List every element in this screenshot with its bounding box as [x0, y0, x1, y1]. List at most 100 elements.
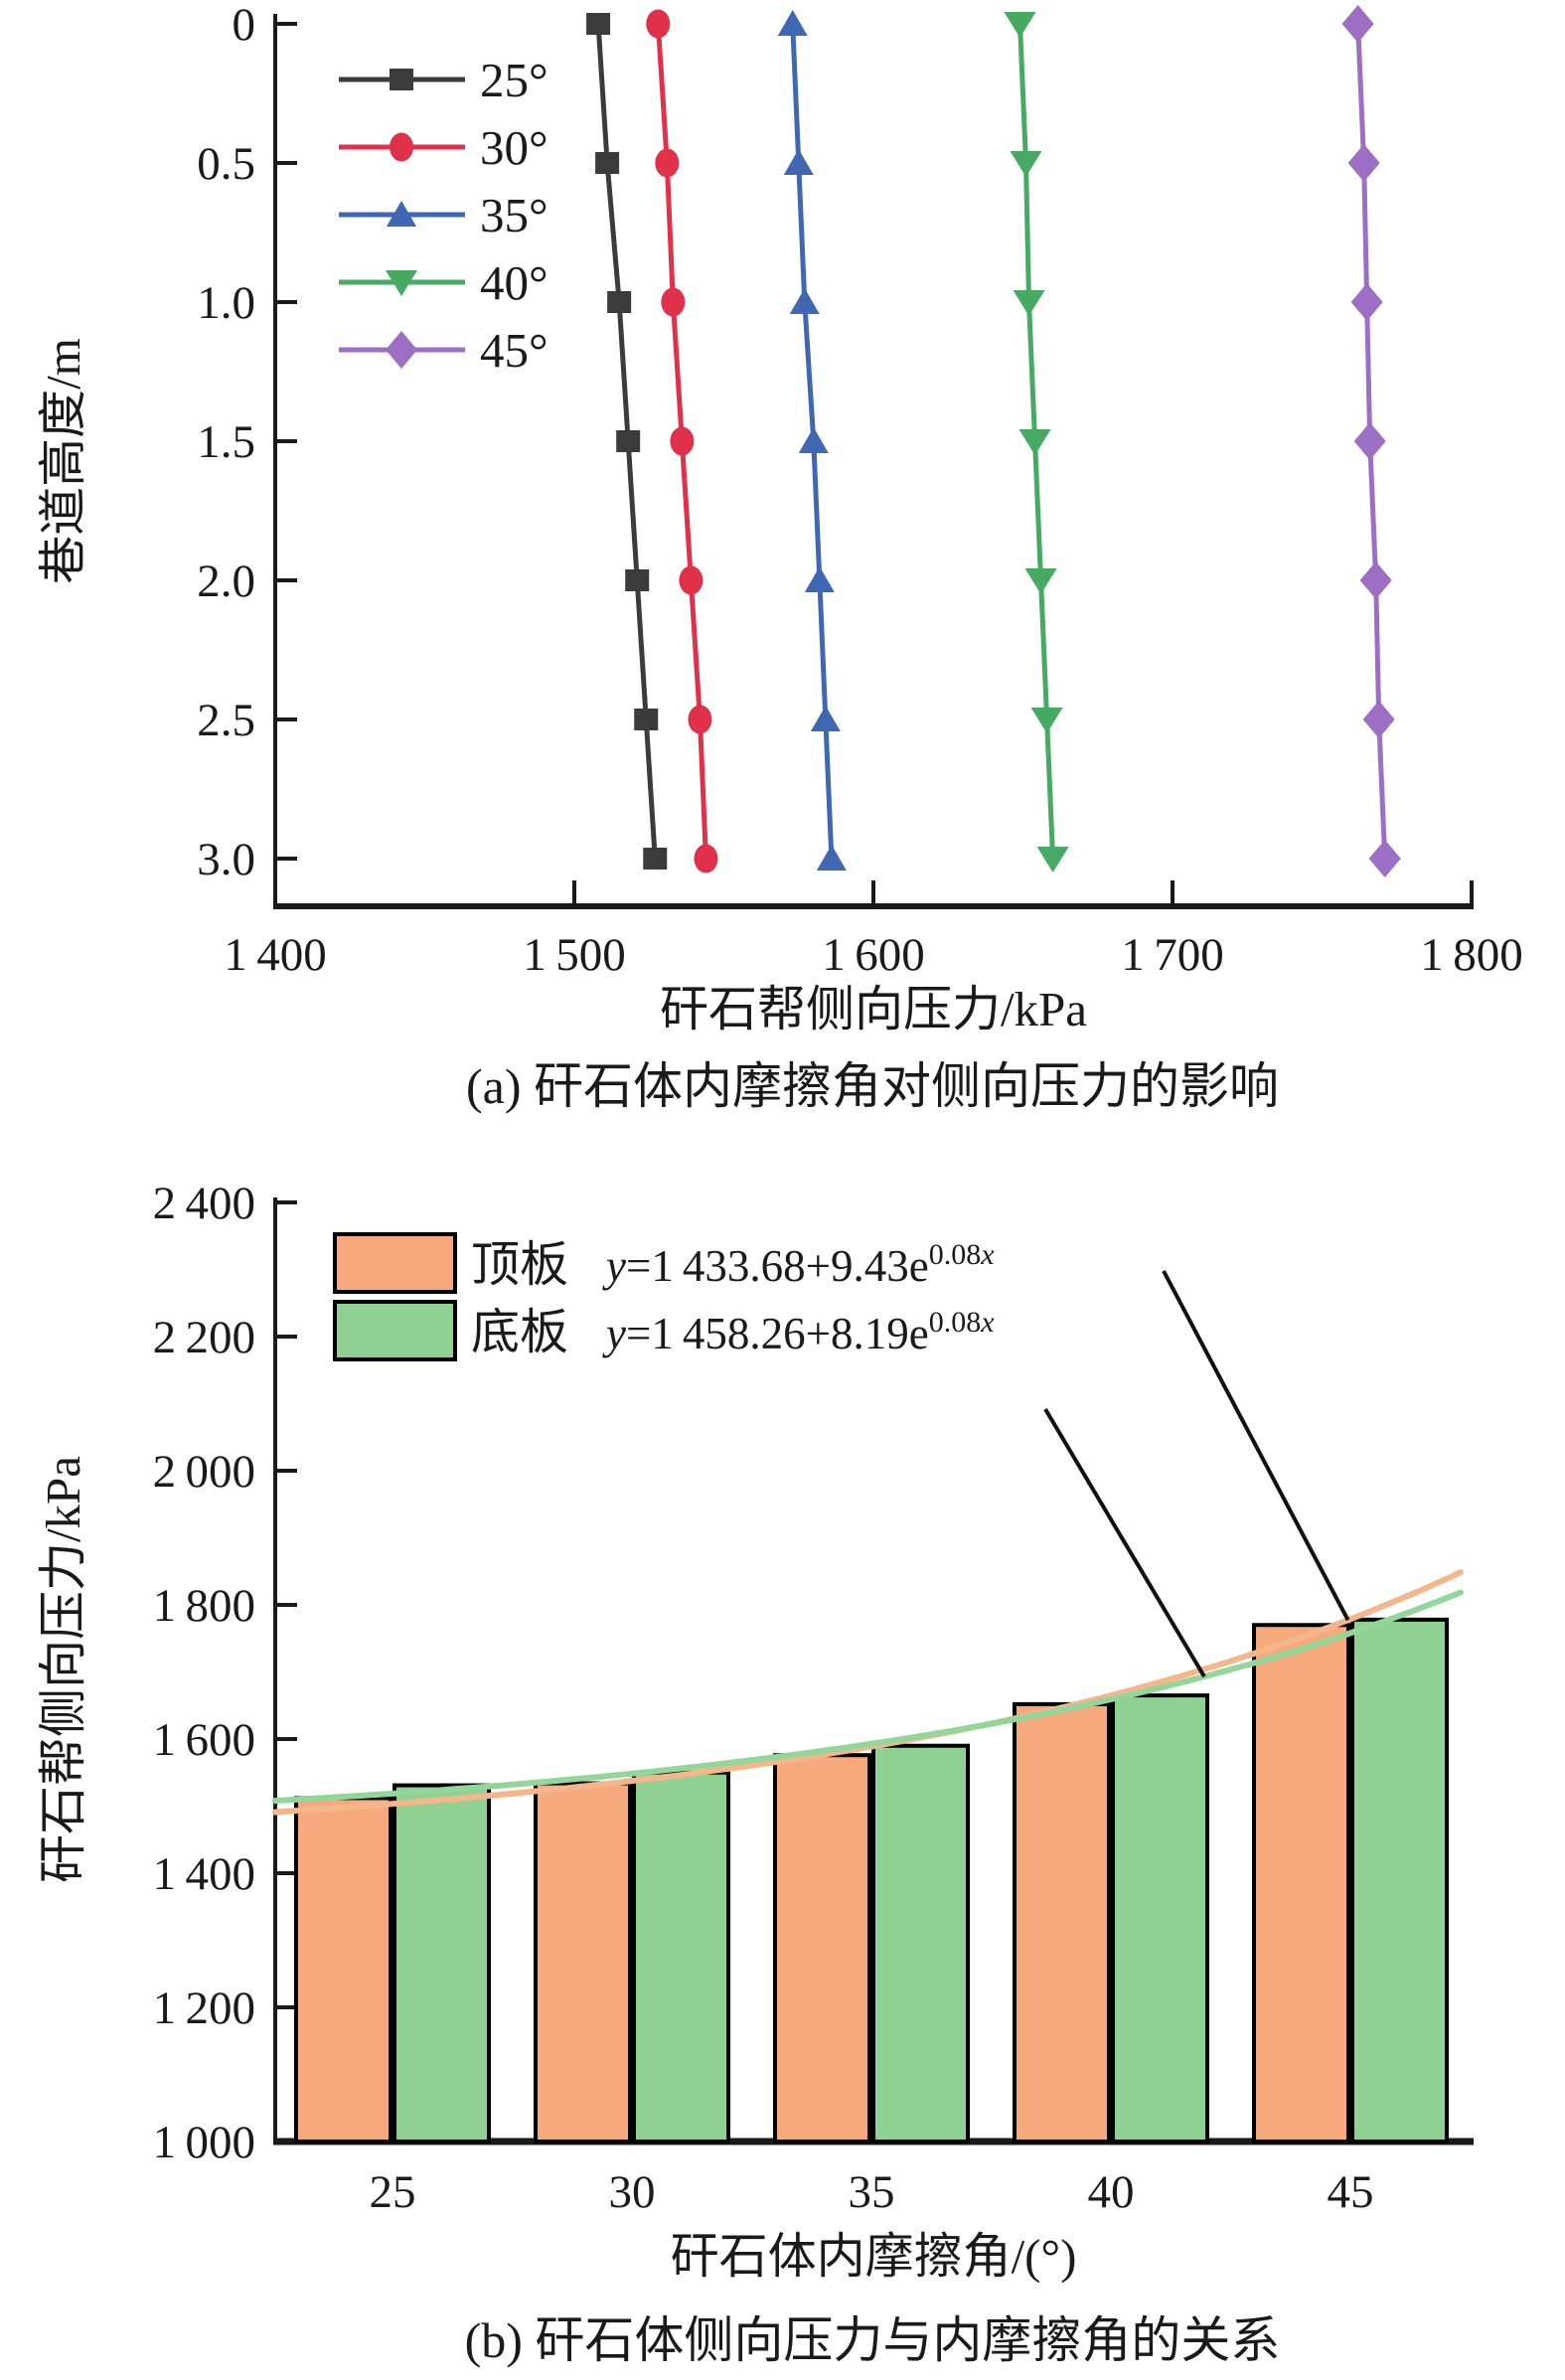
- legend-label-45°: 45°: [480, 323, 548, 378]
- series-marker-45°: [1362, 701, 1395, 738]
- series-marker-45°: [1347, 144, 1380, 182]
- series-marker-35°: [783, 149, 814, 175]
- series-marker-40°: [1036, 847, 1069, 873]
- chart-b-x-tick-label: 30: [609, 2166, 656, 2218]
- series-marker-35°: [804, 566, 835, 592]
- legend-equation-roof: y=1 433.68+9.43e0.08x: [602, 1238, 995, 1291]
- series-marker-45°: [1341, 5, 1374, 43]
- chart-b-y-tick-label: 2 200: [153, 1312, 255, 1363]
- chart-b-y-tick-label: 1 600: [153, 1714, 255, 1766]
- legend-marker-45°: [386, 331, 417, 369]
- series-marker-35°: [816, 845, 847, 871]
- series-marker-40°: [1024, 568, 1057, 594]
- series-marker-35°: [798, 427, 829, 453]
- series-marker-40°: [1018, 429, 1051, 455]
- chart-b: 1 000 1 200 1 400 1 600 1 800 2 000 2 200 2 400…: [36, 1178, 1474, 2368]
- chart-b-x-axis-title: 矸石体内摩擦角/(°): [671, 2229, 1077, 2284]
- chart-b-legend: 顶板 底板 y=1 433.68+9.43e0.08x y=1 458.26+8…: [333, 1232, 995, 1361]
- chart-b-y-tick-label: 2 000: [153, 1446, 255, 1498]
- bar-roof-45: [1252, 1623, 1350, 2143]
- bar-floor-35: [871, 1743, 970, 2143]
- series-marker-45°: [1368, 840, 1401, 877]
- series-marker-45°: [1350, 283, 1383, 321]
- chart-b-fit-curves: [271, 1569, 1464, 1816]
- chart-b-annotation-leader-lines: [1043, 1270, 1350, 1678]
- bar-roof-25: [294, 1796, 392, 2144]
- series-marker-40°: [1010, 151, 1042, 177]
- series-marker-40°: [1004, 12, 1036, 38]
- series-marker-30°: [661, 287, 686, 317]
- series-marker-25°: [616, 430, 641, 452]
- series-marker-45°: [1359, 561, 1392, 599]
- chart-b-x-tick-label: 40: [1088, 2166, 1135, 2218]
- bar-roof-40: [1013, 1701, 1111, 2144]
- chart-a-y-axis-title: 巷道高度/m: [36, 338, 90, 584]
- chart-b-y-tick-label: 1 000: [153, 2117, 255, 2168]
- chart-a-y-tick-label: 3.0: [197, 834, 255, 885]
- chart-a-legend: 25° 30° 35° 40° 45°: [339, 53, 548, 378]
- chart-a-x-tick-label: 1 800: [1420, 929, 1522, 981]
- series-marker-25°: [595, 152, 620, 174]
- caption-b: (b) 矸石体侧向压力与内摩擦角的关系: [465, 2312, 1281, 2368]
- series-marker-30°: [646, 9, 671, 39]
- series-marker-35°: [777, 10, 808, 36]
- chart-b-x-tick-label: 25: [370, 2166, 416, 2218]
- chart-a-y-tick-label: 0.5: [197, 138, 255, 190]
- leader-line-floor: [1043, 1407, 1206, 1678]
- legend-swatch-roof: [333, 1232, 457, 1294]
- chart-a-x-axis-title: 矸石帮侧向压力/kPa: [660, 982, 1087, 1036]
- fit-curve-底板: [271, 1589, 1464, 1805]
- series-marker-25°: [607, 291, 632, 313]
- bar-roof-35: [773, 1753, 871, 2143]
- leader-line-roof: [1162, 1270, 1350, 1622]
- chart-a-x-tick-label: 1 600: [822, 929, 924, 981]
- chart-b-y-tick-label: 2 400: [153, 1178, 255, 1229]
- chart-a-y-tick-label: 1.0: [197, 277, 255, 329]
- series-marker-30°: [688, 705, 712, 734]
- legend-label-35°: 35°: [480, 188, 548, 242]
- chart-b-y-tick-label: 1 800: [153, 1580, 255, 1632]
- chart-b-x-tick-label: 45: [1328, 2166, 1374, 2218]
- chart-b-y-tick-label: 1 400: [153, 1848, 255, 1900]
- series-marker-25°: [643, 848, 668, 870]
- series-marker-30°: [694, 844, 718, 873]
- series-marker-25°: [625, 569, 650, 591]
- bar-roof-30: [534, 1781, 632, 2144]
- legend-marker-40°: [386, 270, 417, 296]
- series-marker-40°: [1013, 290, 1045, 316]
- bar-floor-45: [1350, 1617, 1449, 2143]
- chart-b-bars: [294, 1617, 1449, 2144]
- legend-swatch-floor: [333, 1300, 457, 1361]
- series-marker-30°: [655, 148, 680, 178]
- chart-a-x-tick-label: 1 700: [1121, 929, 1223, 981]
- series-marker-35°: [810, 706, 841, 731]
- chart-a-y-tick-label: 1.5: [197, 416, 255, 468]
- series-marker-30°: [670, 426, 695, 456]
- chart-b-y-tick-label: 1 200: [153, 1983, 255, 2034]
- bar-floor-30: [632, 1770, 730, 2143]
- bar-floor-40: [1111, 1693, 1209, 2143]
- legend-marker-30°: [390, 132, 413, 162]
- series-marker-40°: [1030, 708, 1063, 733]
- series-marker-25°: [586, 13, 611, 35]
- bar-floor-25: [392, 1783, 491, 2143]
- caption-a: (a) 矸石体内摩擦角对侧向压力的影响: [466, 1058, 1279, 1114]
- legend-equation-floor: y=1 458.26+8.19e0.08x: [602, 1306, 995, 1358]
- series-marker-30°: [679, 565, 704, 595]
- chart-a-x-tick-label: 1 500: [523, 929, 625, 981]
- series-marker-35°: [789, 288, 820, 314]
- chart-a: 0 0.5 1.0 1.5 2.0 2.5 3.0 1 400 1 500 1 600 1 700 1…: [36, 0, 1523, 1114]
- legend-label-roof: 顶板: [471, 1237, 568, 1292]
- chart-b-y-axis-title: 矸石帮侧向压力/kPa: [36, 1456, 90, 1883]
- legend-marker-35°: [387, 201, 416, 227]
- legend-label-25°: 25°: [480, 53, 548, 107]
- chart-a-y-tick-label: 2.5: [197, 695, 255, 746]
- chart-b-x-tick-label: 35: [849, 2166, 895, 2218]
- chart-a-y-tick-label: 2.0: [197, 555, 255, 607]
- chart-a-series: [586, 5, 1401, 877]
- series-marker-25°: [634, 709, 659, 730]
- legend-marker-25°: [390, 69, 413, 90]
- series-marker-45°: [1353, 422, 1386, 460]
